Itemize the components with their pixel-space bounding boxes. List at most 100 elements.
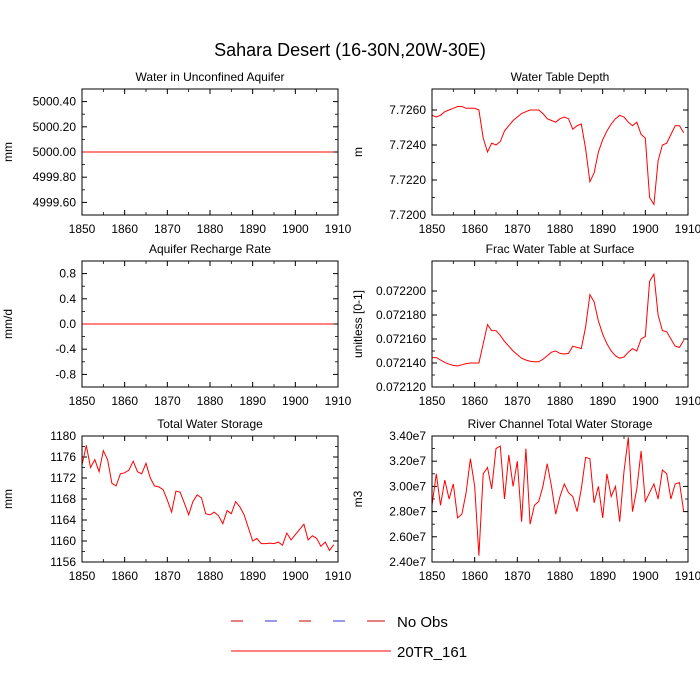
chart-title: Water Table Depth (511, 70, 610, 84)
x-tick-label: 1910 (325, 569, 352, 583)
y-tick-label: 5000.40 (33, 95, 77, 109)
x-tick-label: 1910 (675, 394, 700, 408)
x-tick-label: 1910 (675, 569, 700, 583)
y-tick-label: -0.8 (55, 367, 76, 381)
y-tick-label: 3.00e7 (389, 479, 426, 493)
y-tick-label: 7.7220 (389, 173, 426, 187)
x-tick-label: 1850 (419, 222, 446, 236)
y-tick-label: 0.072200 (376, 284, 426, 298)
x-tick-label: 1880 (547, 394, 574, 408)
x-tick-label: 1890 (239, 394, 266, 408)
legend-item: 20TR_161 (231, 644, 467, 661)
x-tick-label: 1880 (547, 222, 574, 236)
page-title: Sahara Desert (16-30N,20W-30E) (214, 40, 486, 60)
y-tick-label: 5000.00 (33, 145, 77, 159)
x-tick-label: 1850 (69, 222, 96, 236)
chart-title: Total Water Storage (157, 417, 263, 431)
x-tick-label: 1870 (504, 569, 531, 583)
y-tick-label: 5000.20 (33, 120, 77, 134)
chart-panel-2: Water Table Depth 1850 1860 1870 1880 1890 190… (351, 70, 700, 236)
y-tick-label: 2.40e7 (389, 555, 426, 569)
x-tick-label: 1850 (419, 394, 446, 408)
y-tick-label: 0.072140 (376, 356, 426, 370)
legend-label: 20TR_161 (397, 644, 467, 661)
x-tick-label: 1890 (589, 394, 616, 408)
x-tick-label: 1870 (154, 569, 181, 583)
x-tick-label: 1860 (111, 394, 138, 408)
y-tick-label: 1156 (50, 555, 76, 569)
y-axis-label: m3 (351, 490, 365, 507)
chart-panels: Water in Unconfined Aquifer 1850 1860 1870 1… (1, 70, 700, 583)
y-tick-label: 0.072180 (376, 308, 426, 322)
plot-frame (81, 435, 339, 563)
y-axis-label: mm/d (1, 309, 15, 339)
y-tick-label: 3.20e7 (389, 454, 426, 468)
y-tick-label: 1176 (50, 450, 76, 464)
y-axis-label: unitless [0-1] (351, 290, 365, 358)
plot-frame (81, 88, 339, 216)
x-tick-label: 1890 (239, 222, 266, 236)
chart-panel-1: Water in Unconfined Aquifer 1850 1860 1870 1… (1, 70, 352, 236)
x-tick-label: 1890 (239, 569, 266, 583)
x-tick-label: 1890 (589, 569, 616, 583)
x-tick-label: 1870 (504, 222, 531, 236)
x-tick-label: 1860 (111, 569, 138, 583)
chart-title: Aquifer Recharge Rate (149, 242, 271, 256)
series-line (432, 272, 685, 367)
x-tick-label: 1910 (675, 222, 700, 236)
y-tick-label: 0.8 (59, 267, 76, 281)
y-tick-label: 0.0 (59, 317, 76, 331)
x-tick-label: 1850 (69, 569, 96, 583)
y-tick-label: 7.7240 (389, 138, 426, 152)
series-line (81, 445, 335, 552)
x-tick-label: 1860 (461, 569, 488, 583)
chart-title: River Channel Total Water Storage (468, 417, 653, 431)
plot-frame (431, 88, 689, 216)
x-tick-label: 1850 (69, 394, 96, 408)
chart-title: Water in Unconfined Aquifer (136, 70, 285, 84)
x-tick-label: 1850 (419, 569, 446, 583)
y-tick-label: 3.40e7 (389, 429, 426, 443)
x-tick-label: 1890 (589, 222, 616, 236)
legend-item: No Obs (231, 614, 448, 631)
y-tick-label: 0.072120 (376, 380, 426, 394)
series-line (431, 106, 685, 207)
plot-frame (431, 260, 689, 388)
y-tick-label: 0.4 (59, 292, 76, 306)
x-tick-label: 1860 (461, 394, 488, 408)
x-tick-label: 1900 (632, 222, 659, 236)
x-tick-label: 1910 (325, 222, 352, 236)
x-tick-label: 1900 (632, 569, 659, 583)
y-tick-label: 1168 (50, 492, 76, 506)
legend: No Obs 20TR_161 (231, 614, 467, 661)
x-tick-label: 1910 (325, 394, 352, 408)
y-axis-label: mm (1, 489, 15, 509)
x-tick-label: 1880 (197, 222, 224, 236)
chart-panel-3: Aquifer Recharge Rate 1850 1860 1870 1880 189… (1, 242, 352, 408)
x-tick-label: 1880 (547, 569, 574, 583)
x-tick-label: 1870 (504, 394, 531, 408)
x-tick-label: 1870 (154, 394, 181, 408)
plot-frame (81, 260, 339, 388)
chart-title: Frac Water Table at Surface (486, 242, 635, 256)
y-tick-label: 4999.80 (33, 170, 77, 184)
chart-panel-5: Total Water Storage 1850 1860 1870 1880 1890 1… (1, 417, 352, 583)
y-tick-label: 1160 (50, 534, 76, 548)
x-tick-label: 1900 (282, 394, 309, 408)
y-tick-label: 1172 (50, 471, 76, 485)
chart-panel-6: River Channel Total Water Storage 1850 186… (351, 417, 700, 583)
x-tick-label: 1900 (282, 569, 309, 583)
x-tick-label: 1860 (461, 222, 488, 236)
y-tick-label: 7.7260 (389, 103, 426, 117)
y-tick-label: 0.072160 (376, 332, 426, 346)
chart-panel-4: Frac Water Table at Surface 1850 1860 1870 1… (351, 242, 700, 408)
y-tick-label: 1164 (50, 513, 76, 527)
plot-frame (431, 435, 689, 563)
x-tick-label: 1880 (197, 569, 224, 583)
y-axis-label: mm (1, 142, 15, 162)
x-tick-label: 1880 (197, 394, 224, 408)
series-line (431, 437, 685, 556)
y-tick-label: -0.4 (55, 342, 76, 356)
x-tick-label: 1900 (632, 394, 659, 408)
